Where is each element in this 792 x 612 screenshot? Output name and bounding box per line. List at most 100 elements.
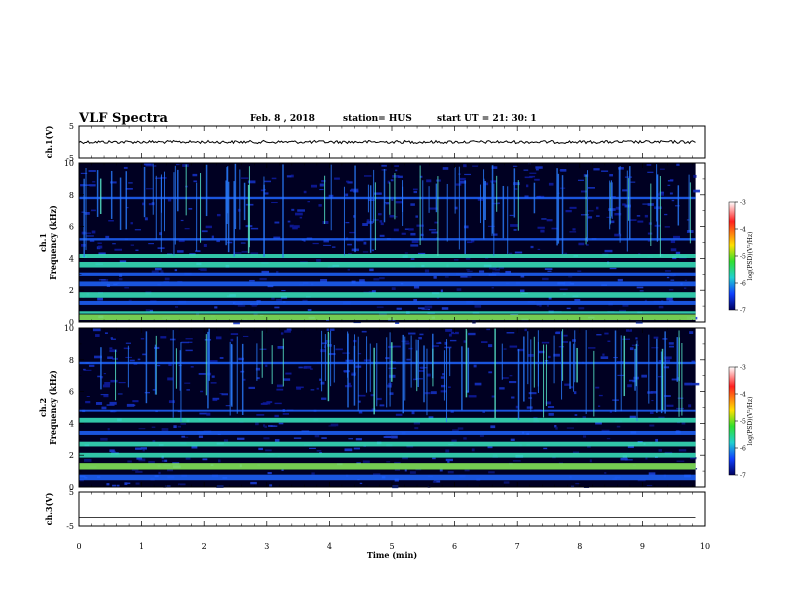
noise-speck [185, 338, 193, 340]
noise-speck [647, 171, 654, 173]
noise-speck [530, 245, 534, 249]
noise-speck [408, 228, 414, 231]
noise-speck [274, 414, 279, 418]
noise-speck [128, 299, 132, 301]
noise-speck [385, 202, 390, 205]
noise-speck [625, 329, 632, 332]
noise-speck [424, 392, 431, 395]
noise-speck [273, 236, 281, 239]
noise-speck [604, 249, 613, 253]
noise-speck [135, 447, 142, 450]
noise-speck [445, 458, 453, 462]
noise-speck [413, 421, 421, 425]
noise-speck [691, 360, 695, 363]
noise-speck [563, 334, 568, 337]
y-tick-label: 0 [69, 318, 74, 327]
noise-speck [106, 483, 110, 486]
colorbar-tick-label: -3 [740, 200, 746, 207]
noise-speck [274, 306, 280, 309]
noise-speck [629, 379, 636, 382]
y-tick-label: 8 [69, 356, 74, 365]
noise-speck [624, 176, 633, 178]
noise-speck [637, 220, 644, 223]
noise-speck [570, 485, 575, 488]
noise-speck [601, 429, 610, 433]
noise-speck [676, 407, 685, 410]
noise-speck [491, 166, 498, 169]
noise-speck [413, 285, 420, 289]
noise-speck [664, 356, 672, 360]
y-tick-label: 10 [64, 324, 74, 333]
noise-speck [83, 369, 92, 371]
noise-speck [249, 279, 255, 282]
noise-speck [642, 203, 650, 205]
colorbar-tick-label: -6 [740, 446, 746, 453]
emission-band [79, 238, 696, 241]
noise-speck [627, 384, 632, 388]
noise-speck [119, 260, 127, 263]
noise-speck [184, 382, 191, 384]
noise-speck [353, 447, 360, 450]
emission-band [79, 463, 696, 470]
noise-speck [580, 190, 588, 193]
noise-speck [359, 279, 365, 282]
noise-speck [493, 233, 498, 236]
noise-speck [450, 331, 459, 335]
noise-speck [508, 252, 513, 255]
emission-band [79, 272, 696, 276]
noise-speck [276, 388, 284, 391]
noise-speck [535, 168, 539, 171]
noise-speck [209, 360, 218, 363]
noise-speck [479, 435, 484, 437]
noise-speck [98, 252, 106, 256]
noise-speck [126, 207, 129, 209]
noise-speck [148, 203, 155, 206]
noise-speck [419, 333, 424, 336]
emission-band [79, 281, 696, 287]
noise-speck [398, 175, 403, 178]
noise-speck [519, 289, 525, 293]
emission-band [79, 441, 696, 447]
noise-speck [136, 457, 143, 460]
noise-speck [154, 267, 162, 271]
noise-speck [417, 252, 426, 254]
noise-speck [620, 457, 628, 461]
noise-speck [568, 276, 573, 278]
noise-speck [406, 358, 411, 361]
noise-speck [373, 192, 382, 195]
noise-speck [304, 365, 312, 369]
noise-speck [389, 215, 395, 218]
noise-speck [435, 179, 441, 182]
noise-speck [123, 166, 128, 169]
noise-speck [84, 211, 90, 215]
noise-speck [664, 395, 671, 398]
noise-speck [629, 415, 636, 419]
noise-speck [616, 425, 621, 428]
noise-speck [353, 215, 356, 218]
noise-speck [565, 209, 572, 213]
noise-speck [551, 227, 558, 230]
noise-speck [174, 269, 178, 272]
noise-speck [303, 190, 307, 194]
noise-speck [526, 184, 529, 188]
y-axis-label: ch.3(V) [44, 492, 54, 525]
noise-speck [433, 480, 441, 483]
noise-speck [497, 202, 500, 204]
noise-speck [395, 216, 398, 218]
noise-speck [318, 204, 322, 207]
noise-speck [310, 368, 313, 370]
noise-speck [250, 481, 257, 485]
noise-speck [211, 235, 214, 239]
noise-speck [618, 166, 624, 170]
noise-speck [157, 364, 161, 367]
panel-1: 5 -5 ch.1(V) [44, 122, 706, 163]
noise-speck [440, 289, 443, 293]
noise-speck [221, 393, 228, 396]
noise-speck [270, 425, 278, 427]
noise-speck [195, 250, 201, 252]
noise-speck [447, 470, 454, 474]
noise-speck [546, 304, 549, 307]
noise-speck [459, 177, 466, 181]
noise-speck [389, 392, 394, 395]
noise-speck [666, 404, 674, 407]
